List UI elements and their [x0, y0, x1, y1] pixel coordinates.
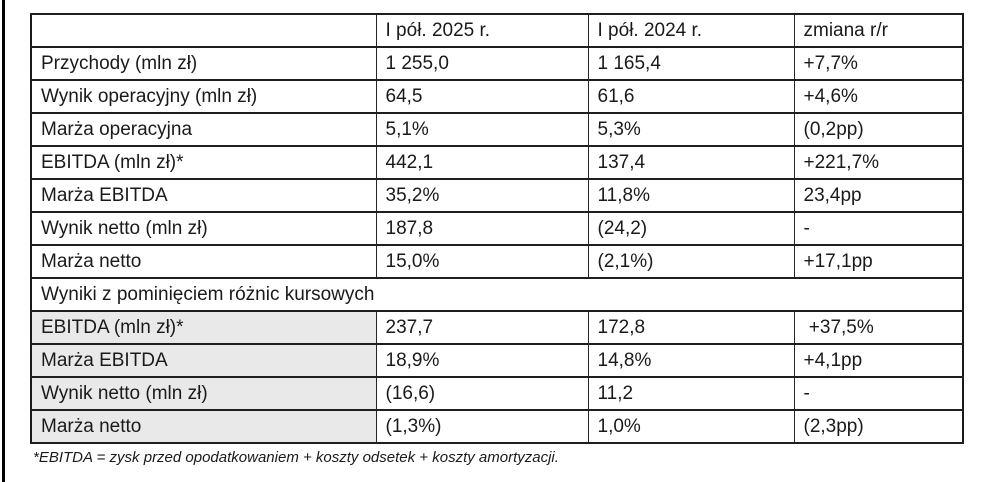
value-2025: 35,2% — [375, 178, 589, 213]
row-label: Przychody (mln zł) — [30, 46, 377, 81]
value-change: +17,1pp — [793, 244, 964, 279]
value-2025: 1 255,0 — [375, 46, 589, 81]
value-change: (0,2pp) — [793, 112, 964, 147]
value-change: +37,5% — [793, 310, 964, 345]
section-header-label: Wyniki z pominięciem różnic kursowych — [30, 277, 964, 312]
table-row: EBITDA (mln zł)* 237,7 172,8 +37,5% — [30, 310, 964, 345]
table-row: Marża netto 15,0% (2,1%) +17,1pp — [30, 244, 964, 279]
table-row: Marża netto (1,3%) 1,0% (2,3pp) — [30, 409, 964, 444]
value-2025: 15,0% — [375, 244, 589, 279]
value-2025: (1,3%) — [375, 409, 589, 444]
row-label: Marża netto — [30, 244, 377, 279]
row-label: EBITDA (mln zł)* — [30, 310, 377, 345]
value-2024: 172,8 — [587, 310, 795, 345]
row-label: EBITDA (mln zł)* — [30, 145, 377, 180]
section-header-row: Wyniki z pominięciem różnic kursowych — [30, 277, 964, 312]
row-label: Marża netto — [30, 409, 377, 444]
value-change: 23,4pp — [793, 178, 964, 213]
value-2024: 5,3% — [587, 112, 795, 147]
value-2024: 1,0% — [587, 409, 795, 444]
ebitda-footnote: *EBITDA = zysk przed opodatkowaniem + ko… — [33, 449, 559, 466]
header-change-yoy: zmiana r/r — [793, 13, 964, 48]
header-h1-2024: I pół. 2024 r. — [587, 13, 795, 48]
value-change: - — [793, 376, 964, 411]
table-row: Marża EBITDA 18,9% 14,8% +4,1pp — [30, 343, 964, 378]
table-row: Marża EBITDA 35,2% 11,8% 23,4pp — [30, 178, 964, 213]
value-2025: (16,6) — [375, 376, 589, 411]
table-row: Przychody (mln zł) 1 255,0 1 165,4 +7,7% — [30, 46, 964, 81]
row-label: Wynik netto (mln zł) — [30, 376, 377, 411]
value-change: +4,6% — [793, 79, 964, 114]
header-empty-cell — [30, 13, 377, 48]
value-change: - — [793, 211, 964, 246]
value-2025: 64,5 — [375, 79, 589, 114]
value-2025: 442,1 — [375, 145, 589, 180]
value-2025: 5,1% — [375, 112, 589, 147]
value-change: (2,3pp) — [793, 409, 964, 444]
row-label: Wynik operacyjny (mln zł) — [30, 79, 377, 114]
value-2024: 61,6 — [587, 79, 795, 114]
row-label: Marża EBITDA — [30, 343, 377, 378]
value-2025: 237,7 — [375, 310, 589, 345]
table-row: Wynik netto (mln zł) (16,6) 11,2 - — [30, 376, 964, 411]
value-change: +7,7% — [793, 46, 964, 81]
table-row: Marża operacyjna 5,1% 5,3% (0,2pp) — [30, 112, 964, 147]
row-label: Wynik netto (mln zł) — [30, 211, 377, 246]
value-2024: 11,2 — [587, 376, 795, 411]
row-label: Marża operacyjna — [30, 112, 377, 147]
financial-results-table: I pół. 2025 r. I pół. 2024 r. zmiana r/r… — [30, 13, 964, 444]
value-change: +4,1pp — [793, 343, 964, 378]
left-edge-line — [2, 0, 5, 482]
value-change: +221,7% — [793, 145, 964, 180]
value-2024: 14,8% — [587, 343, 795, 378]
value-2025: 187,8 — [375, 211, 589, 246]
value-2024: (24,2) — [587, 211, 795, 246]
value-2024: 1 165,4 — [587, 46, 795, 81]
value-2024: 11,8% — [587, 178, 795, 213]
table-row: EBITDA (mln zł)* 442,1 137,4 +221,7% — [30, 145, 964, 180]
header-h1-2025: I pół. 2025 r. — [375, 13, 589, 48]
table-row: Wynik operacyjny (mln zł) 64,5 61,6 +4,6… — [30, 79, 964, 114]
table-row: Wynik netto (mln zł) 187,8 (24,2) - — [30, 211, 964, 246]
table-header-row: I pół. 2025 r. I pół. 2024 r. zmiana r/r — [30, 13, 964, 48]
value-2024: 137,4 — [587, 145, 795, 180]
value-2024: (2,1%) — [587, 244, 795, 279]
value-2025: 18,9% — [375, 343, 589, 378]
row-label: Marża EBITDA — [30, 178, 377, 213]
